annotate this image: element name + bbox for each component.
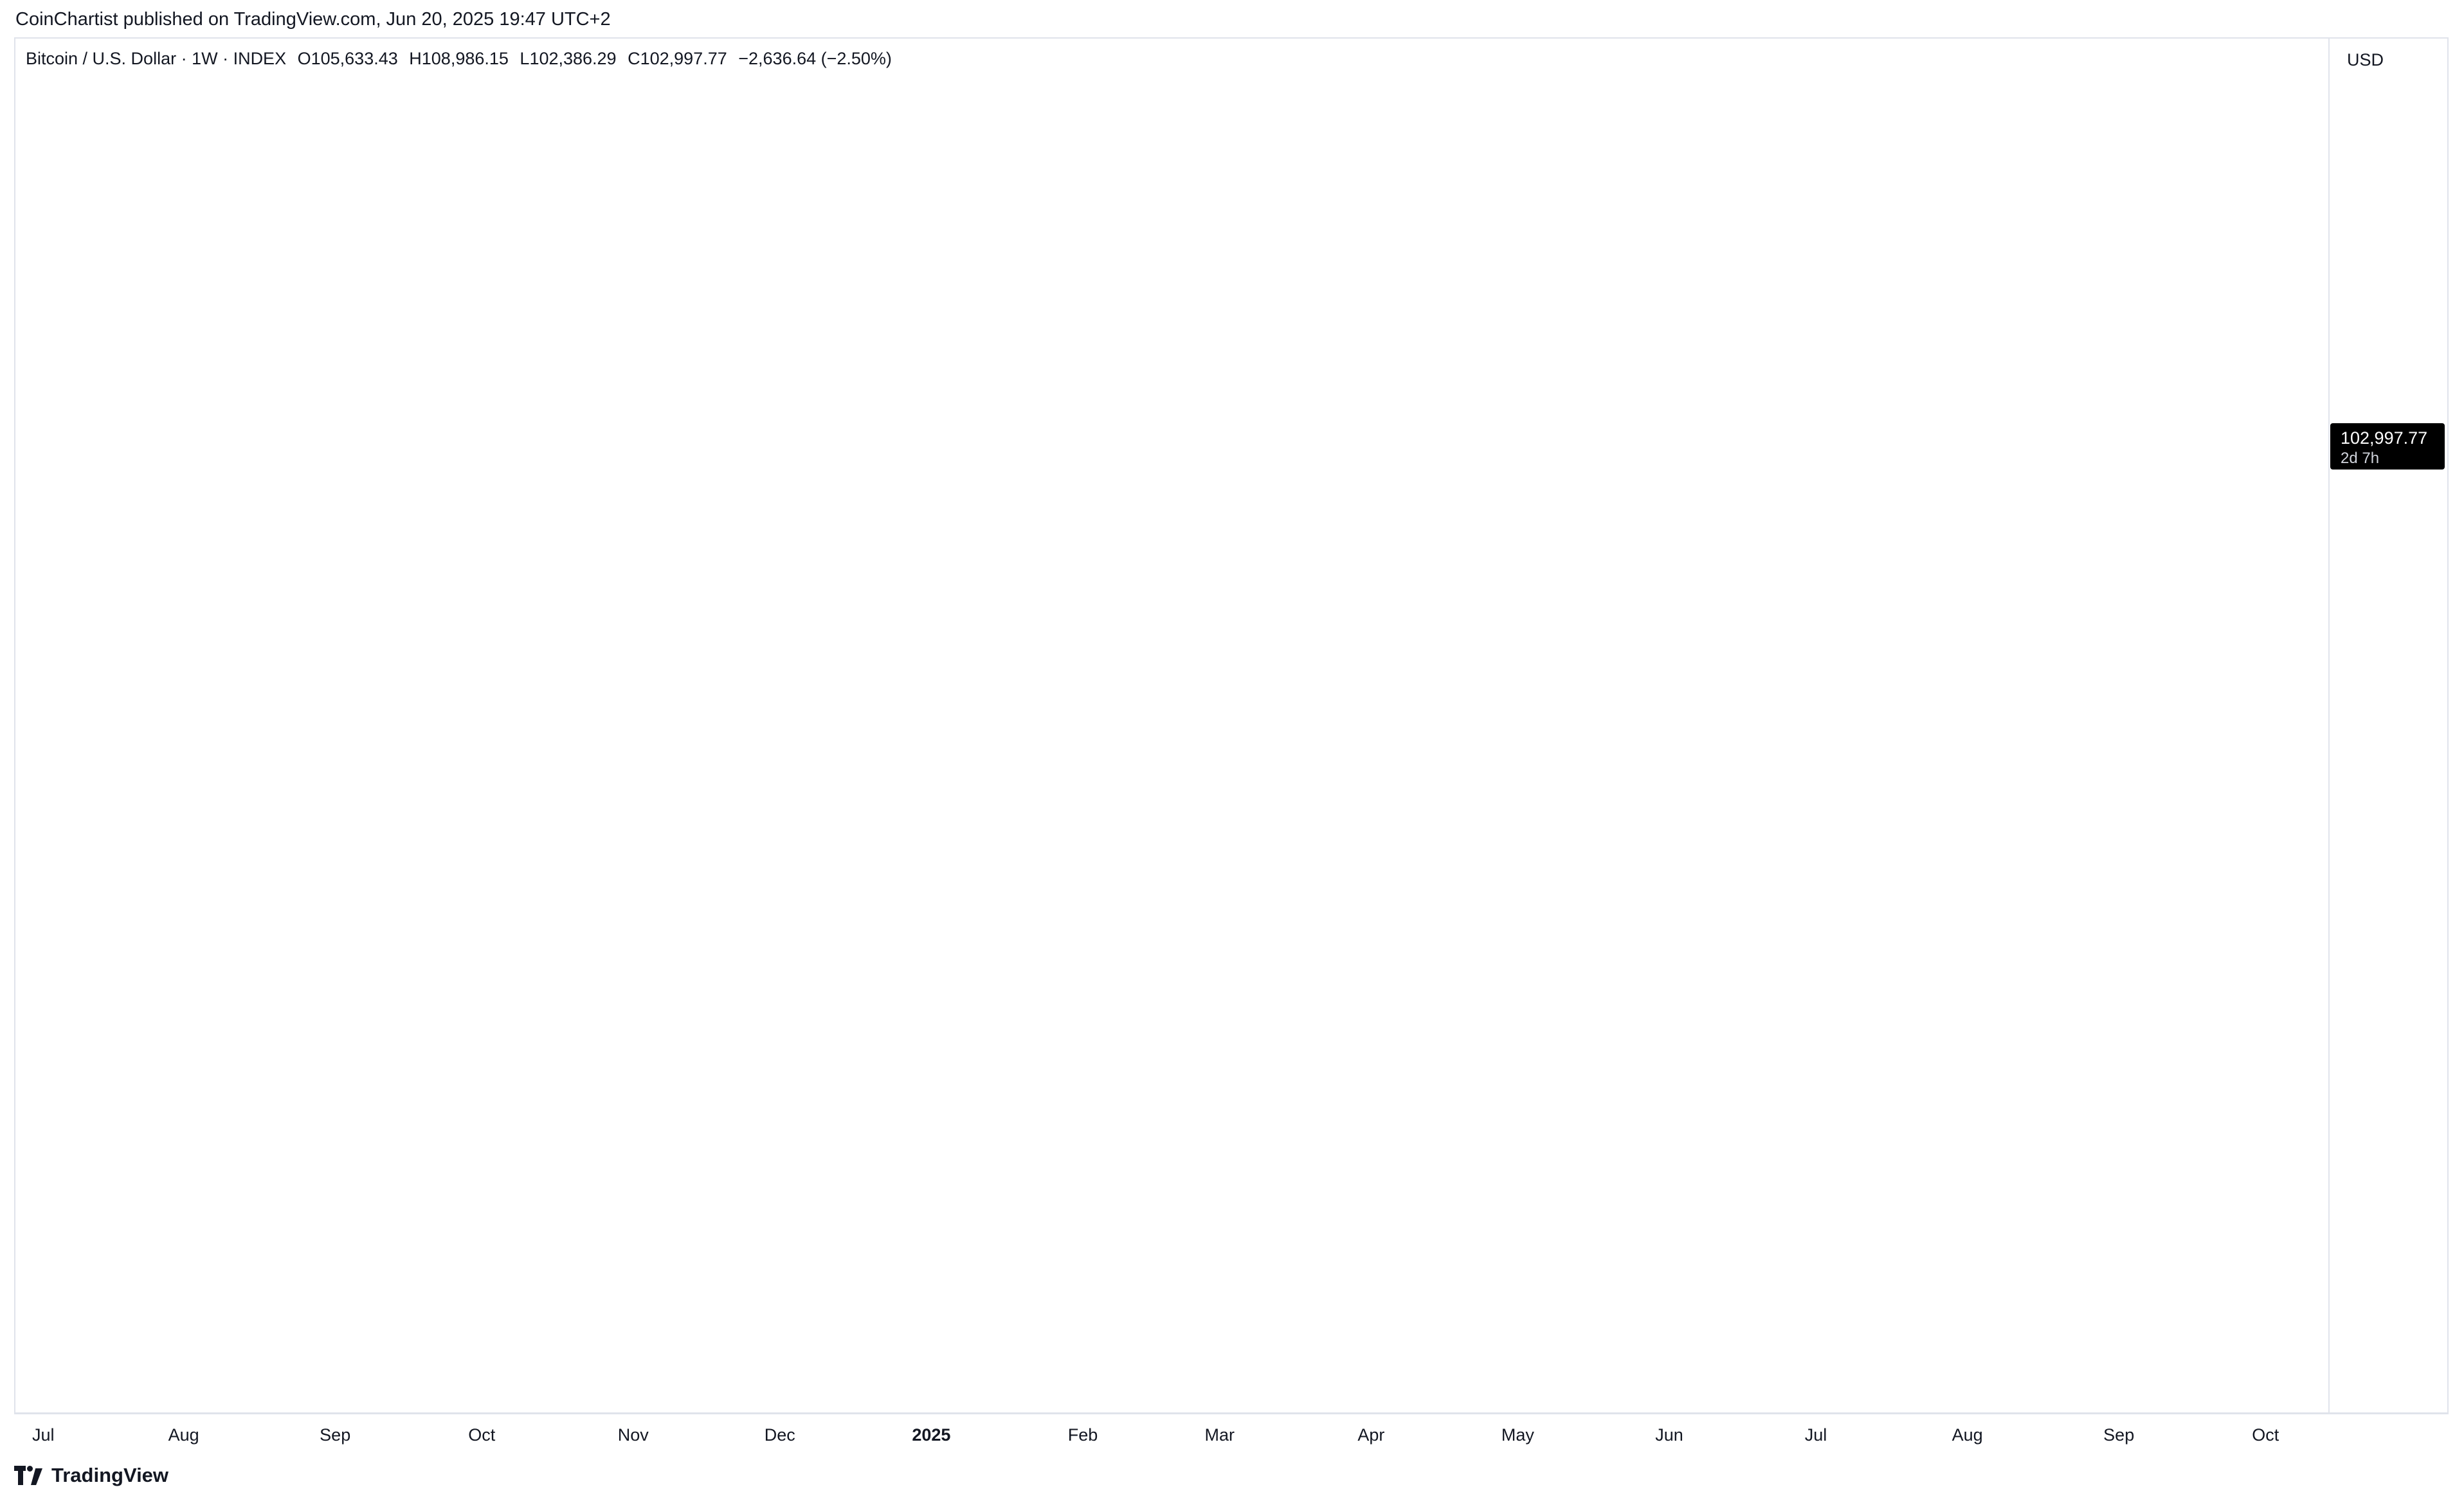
x-tick-label: Dec [765, 1425, 795, 1445]
last-price-tag: 102,997.77 2d 7h [2330, 423, 2445, 470]
x-tick-label: Aug [168, 1425, 199, 1445]
tradingview-brand: TradingView [51, 1464, 169, 1486]
x-tick-label: Mar [1205, 1425, 1235, 1445]
x-tick-label: Jul [32, 1425, 55, 1445]
x-tick-label: Oct [468, 1425, 496, 1445]
legend-low: L102,386.29 [520, 49, 617, 68]
x-tick-label: May [1501, 1425, 1535, 1445]
currency-selector[interactable]: USD [2347, 50, 2384, 69]
time-axis[interactable]: Jul Aug Sep Oct Nov Dec 2025 Feb Mar Apr May Jun Jul… [32, 1425, 2279, 1445]
legend-change: −2,636.64 (−2.50%) [738, 49, 892, 68]
x-tick-label: Nov [618, 1425, 649, 1445]
tradingview-logo[interactable]: TradingView [14, 1464, 168, 1487]
x-tick-label: Aug [1952, 1425, 1983, 1445]
legend-high: H108,986.15 [409, 49, 509, 68]
last-price-value: 102,997.77 [2341, 428, 2427, 448]
legend-close: C102,997.77 [628, 49, 727, 68]
tradingview-mark-icon [14, 1466, 42, 1485]
x-tick-label: Sep [320, 1425, 350, 1445]
x-tick-label: Sep [2103, 1425, 2134, 1445]
x-tick-label: Jul [1805, 1425, 1827, 1445]
publisher-line: CoinChartist published on TradingView.co… [15, 9, 611, 30]
legend-symbol[interactable]: Bitcoin / U.S. Dollar · 1W · INDEX [26, 49, 287, 68]
x-tick-label: Jun [1655, 1425, 1683, 1445]
x-tick-label: Feb [1068, 1425, 1098, 1445]
x-tick-label: Oct [2252, 1425, 2279, 1445]
legend-open: O105,633.43 [297, 49, 398, 68]
last-price-box [2330, 423, 2445, 470]
symbol-legend: Bitcoin / U.S. Dollar · 1W · INDEX O105,… [26, 49, 898, 69]
x-tick-label: 2025 [912, 1425, 950, 1445]
last-price-countdown: 2d 7h [2341, 450, 2379, 467]
x-tick-label: Apr [1357, 1425, 1384, 1445]
